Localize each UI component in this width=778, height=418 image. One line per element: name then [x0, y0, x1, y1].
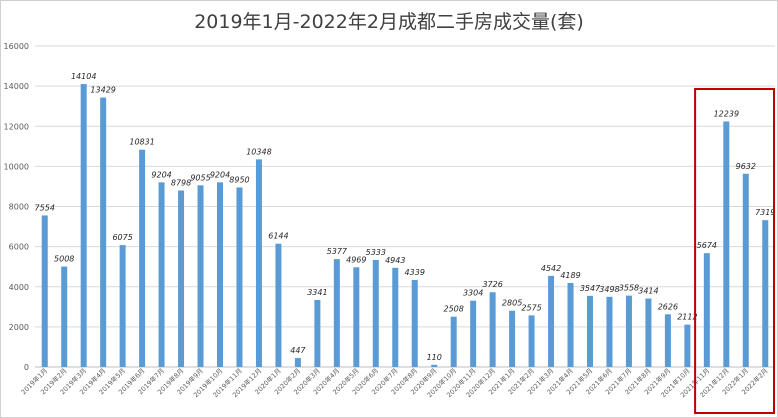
data-label: 4969: [346, 255, 366, 264]
bar: [139, 149, 146, 367]
bar: [723, 121, 730, 367]
data-label: 2575: [521, 303, 541, 312]
bar: [625, 295, 632, 367]
data-label: 2805: [502, 299, 522, 308]
data-label: 2112: [677, 313, 697, 322]
data-label: 8950: [229, 175, 249, 184]
bar: [197, 185, 204, 367]
bar: [217, 182, 223, 367]
bar: [762, 220, 769, 367]
data-label: 2626: [658, 302, 678, 311]
y-tick-label: 6000: [9, 243, 29, 252]
bar: [450, 316, 457, 367]
data-label: 14104: [71, 72, 96, 81]
chart-title: 2019年1月-2022年2月成都二手房成交量(套): [194, 11, 584, 33]
bar: [509, 310, 516, 367]
bar: [548, 275, 555, 367]
bar: [178, 190, 185, 367]
y-tick-label: 12000: [4, 122, 29, 131]
data-label: 3414: [638, 287, 658, 296]
bar: [100, 97, 107, 367]
data-label: 4943: [385, 256, 405, 265]
data-label: 2508: [444, 305, 464, 314]
y-tick-label: 14000: [4, 82, 29, 91]
y-tick-label: 2000: [9, 323, 29, 332]
data-label: 9204: [210, 170, 230, 179]
data-label: 3498: [599, 285, 619, 294]
data-label: 6075: [112, 233, 132, 242]
bar: [353, 267, 360, 367]
y-tick-label: 10000: [4, 162, 29, 171]
data-label: 9632: [736, 162, 756, 171]
bar: [567, 282, 574, 367]
data-label: 13429: [90, 86, 115, 95]
bar: [664, 314, 671, 367]
data-label: 10348: [246, 147, 271, 156]
bar: [41, 215, 48, 367]
bar: [294, 358, 301, 367]
bar: [587, 295, 593, 367]
bar: [158, 182, 165, 367]
data-label: 9204: [151, 170, 171, 179]
bar: [606, 296, 613, 367]
data-label: 8798: [171, 178, 191, 187]
bar: [411, 279, 418, 367]
bar: [333, 259, 340, 367]
data-label: 5333: [366, 248, 386, 257]
data-label: 5008: [54, 255, 74, 264]
data-label: 4339: [405, 268, 425, 277]
data-label: 6144: [268, 232, 288, 241]
bar: [236, 187, 243, 367]
data-label: 3726: [482, 280, 502, 289]
bar: [255, 159, 262, 367]
highlight-box: [694, 88, 776, 414]
data-label: 5674: [697, 241, 717, 250]
bar: [528, 315, 535, 367]
data-label: 9055: [190, 173, 210, 182]
bar: [372, 260, 379, 367]
y-tick-label: 0: [24, 363, 29, 372]
data-label: 3304: [463, 289, 483, 298]
y-tick-label: 16000: [4, 42, 29, 51]
data-label: 4542: [541, 264, 561, 273]
bar: [80, 84, 87, 367]
data-label: 110: [427, 353, 442, 362]
bar: [742, 173, 749, 367]
data-label: 7554: [35, 203, 55, 212]
data-label: 3558: [619, 284, 639, 293]
y-tick-label: 8000: [9, 203, 29, 212]
data-label: 7319: [755, 208, 775, 217]
bar: [61, 266, 68, 367]
data-label: 3547: [580, 284, 601, 293]
data-label: 447: [290, 346, 306, 355]
bar: [703, 253, 710, 367]
bar: [470, 300, 477, 367]
bar: [489, 292, 496, 367]
data-label: 4189: [560, 271, 580, 280]
data-label: 3341: [307, 288, 327, 297]
data-label: 12239: [714, 109, 739, 118]
bar: [275, 243, 282, 367]
data-label: 10831: [129, 138, 154, 147]
bar: [684, 324, 691, 367]
bar: [314, 299, 321, 367]
data-label: 5377: [327, 247, 348, 256]
bar: [431, 364, 438, 367]
bar: [119, 245, 126, 367]
y-tick-label: 4000: [9, 283, 29, 292]
bar: [645, 298, 652, 367]
bar: [392, 267, 399, 367]
